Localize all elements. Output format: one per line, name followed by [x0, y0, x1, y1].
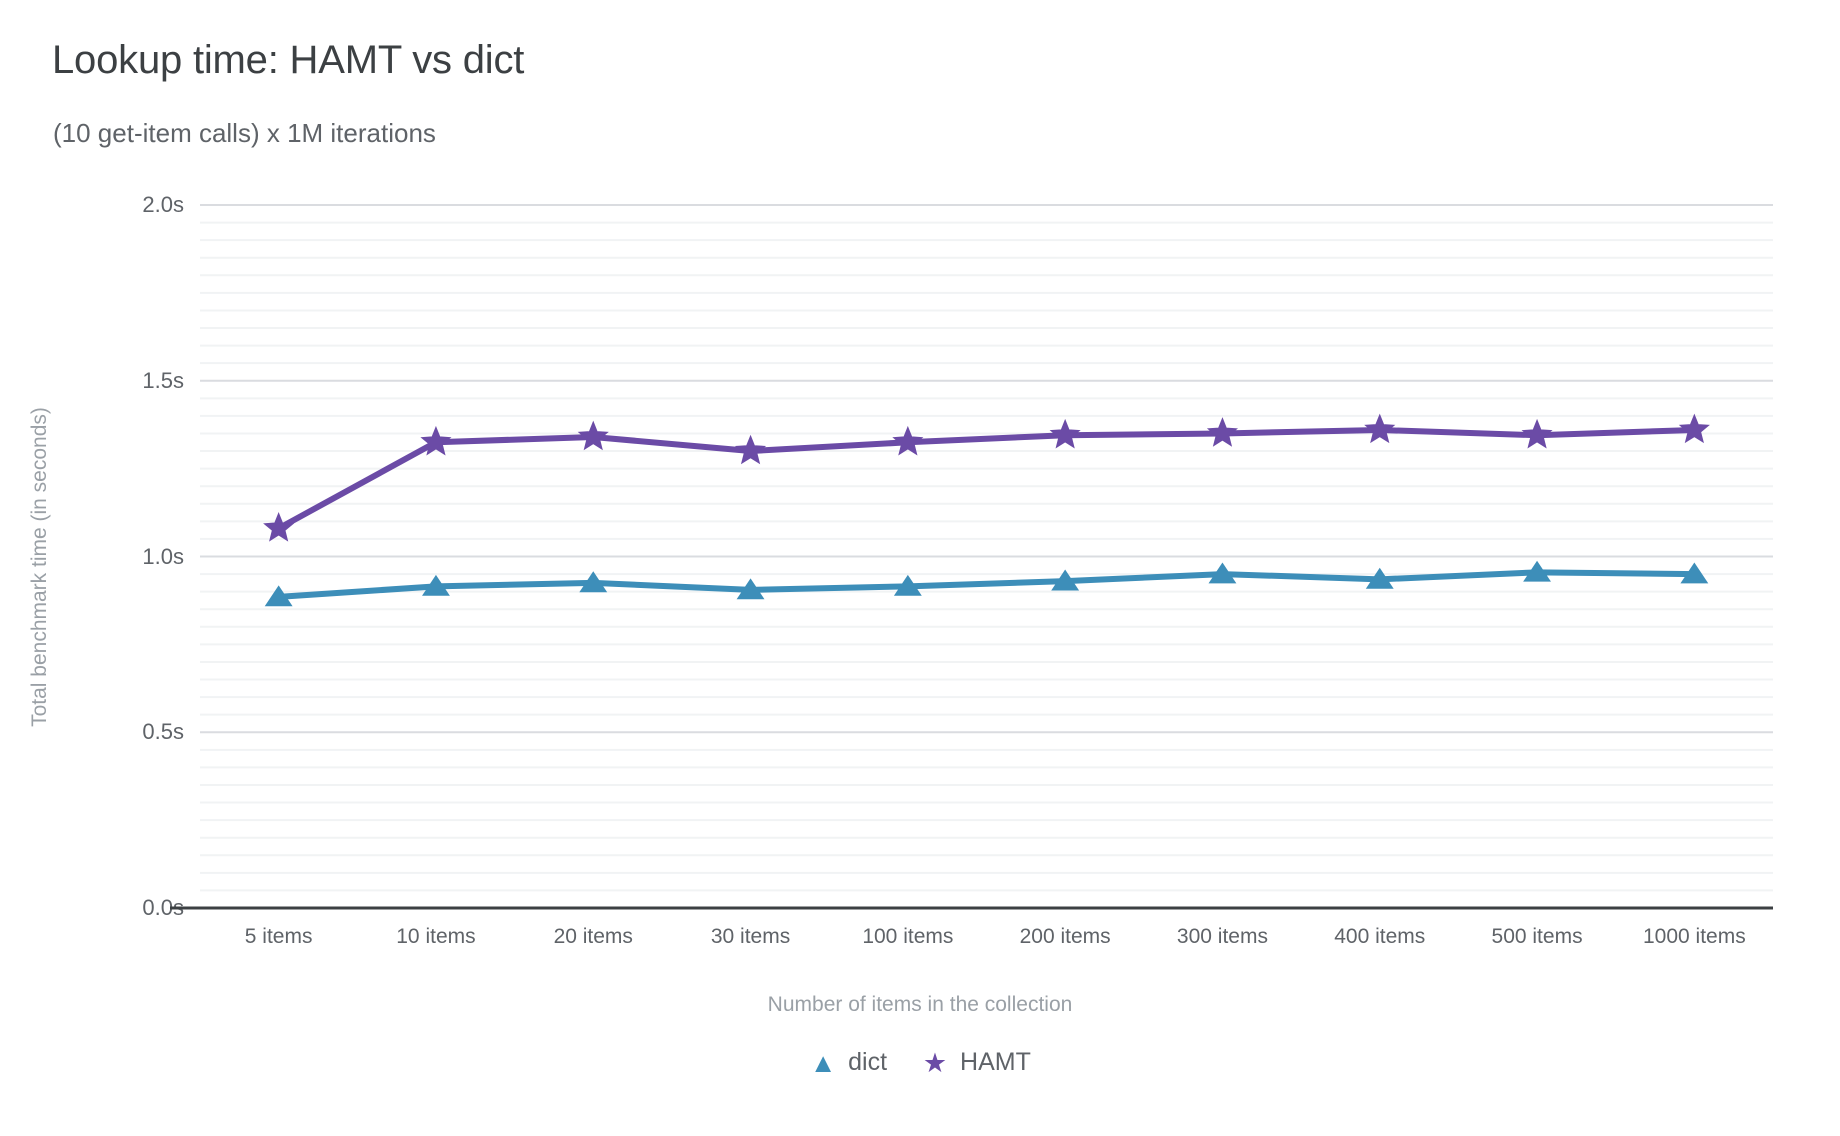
star-marker: ★ [922, 1047, 948, 1078]
data-point-HAMT [1206, 417, 1238, 447]
data-point-HAMT [892, 425, 924, 456]
data-point-dict [264, 585, 293, 607]
x-axis-tick-label: 10 items [396, 925, 476, 948]
data-point-HAMT [735, 434, 767, 465]
x-axis-tick-label: 1000 items [1642, 925, 1746, 948]
x-axis-tick-label: 200 items [1019, 925, 1111, 948]
series-markers [263, 413, 1710, 607]
data-point-HAMT [263, 512, 295, 542]
chart-legend: ▲ dict ★ HAMT [0, 1048, 1840, 1077]
y-axis-tick-label: 1.0s [142, 543, 184, 569]
data-point-HAMT [420, 425, 452, 456]
chart-subtitle: (10 get-item calls) x 1M iterations [53, 118, 436, 148]
minor-gridlines [200, 221, 1773, 892]
series-lines [275, 426, 1698, 600]
data-point-dict [1051, 569, 1080, 591]
data-point-dict [1523, 560, 1551, 582]
x-axis-tick-label: 100 items [862, 925, 954, 948]
x-axis-tick-label: 300 items [1176, 925, 1268, 948]
y-axis-tick-label: 0.5s [142, 719, 184, 745]
y-axis-tick-label: 2.0s [142, 192, 184, 217]
x-axis-title: Number of items in the collection [767, 993, 1073, 1016]
data-point-HAMT [1521, 418, 1553, 449]
x-axis-tick-label: 5 items [244, 925, 313, 948]
data-point-dict [1365, 567, 1394, 589]
legend-label: dict [848, 1048, 888, 1076]
y-axis-tick-label: 1.5s [142, 367, 184, 393]
legend-item-HAMT[interactable]: ★ HAMT [921, 1048, 1031, 1077]
triangle-up-marker: ▲ [809, 1047, 837, 1078]
x-axis-tick-label: 500 items [1491, 925, 1583, 948]
data-point-HAMT [1678, 413, 1710, 444]
data-point-HAMT [577, 420, 609, 451]
data-point-dict [736, 578, 765, 600]
data-point-dict [893, 574, 922, 596]
legend-item-dict[interactable]: ▲ dict [809, 1048, 887, 1077]
data-point-HAMT [1364, 413, 1396, 444]
series-line-HAMT [275, 426, 1698, 532]
major-gridlines [200, 204, 1773, 734]
x-axis-tick-label: 400 items [1334, 925, 1426, 948]
data-point-dict [1208, 562, 1237, 584]
data-point-HAMT [1049, 418, 1081, 449]
chart-title: Lookup time: HAMT vs dict [52, 38, 525, 82]
series-line-dict [275, 569, 1698, 600]
x-axis-tick-label: 20 items [553, 925, 633, 948]
data-point-dict [1680, 562, 1709, 584]
x-axis-tick-label: 30 items [710, 925, 791, 948]
legend-label: HAMT [960, 1048, 1031, 1076]
data-point-dict [579, 571, 608, 593]
data-point-dict [422, 574, 450, 596]
